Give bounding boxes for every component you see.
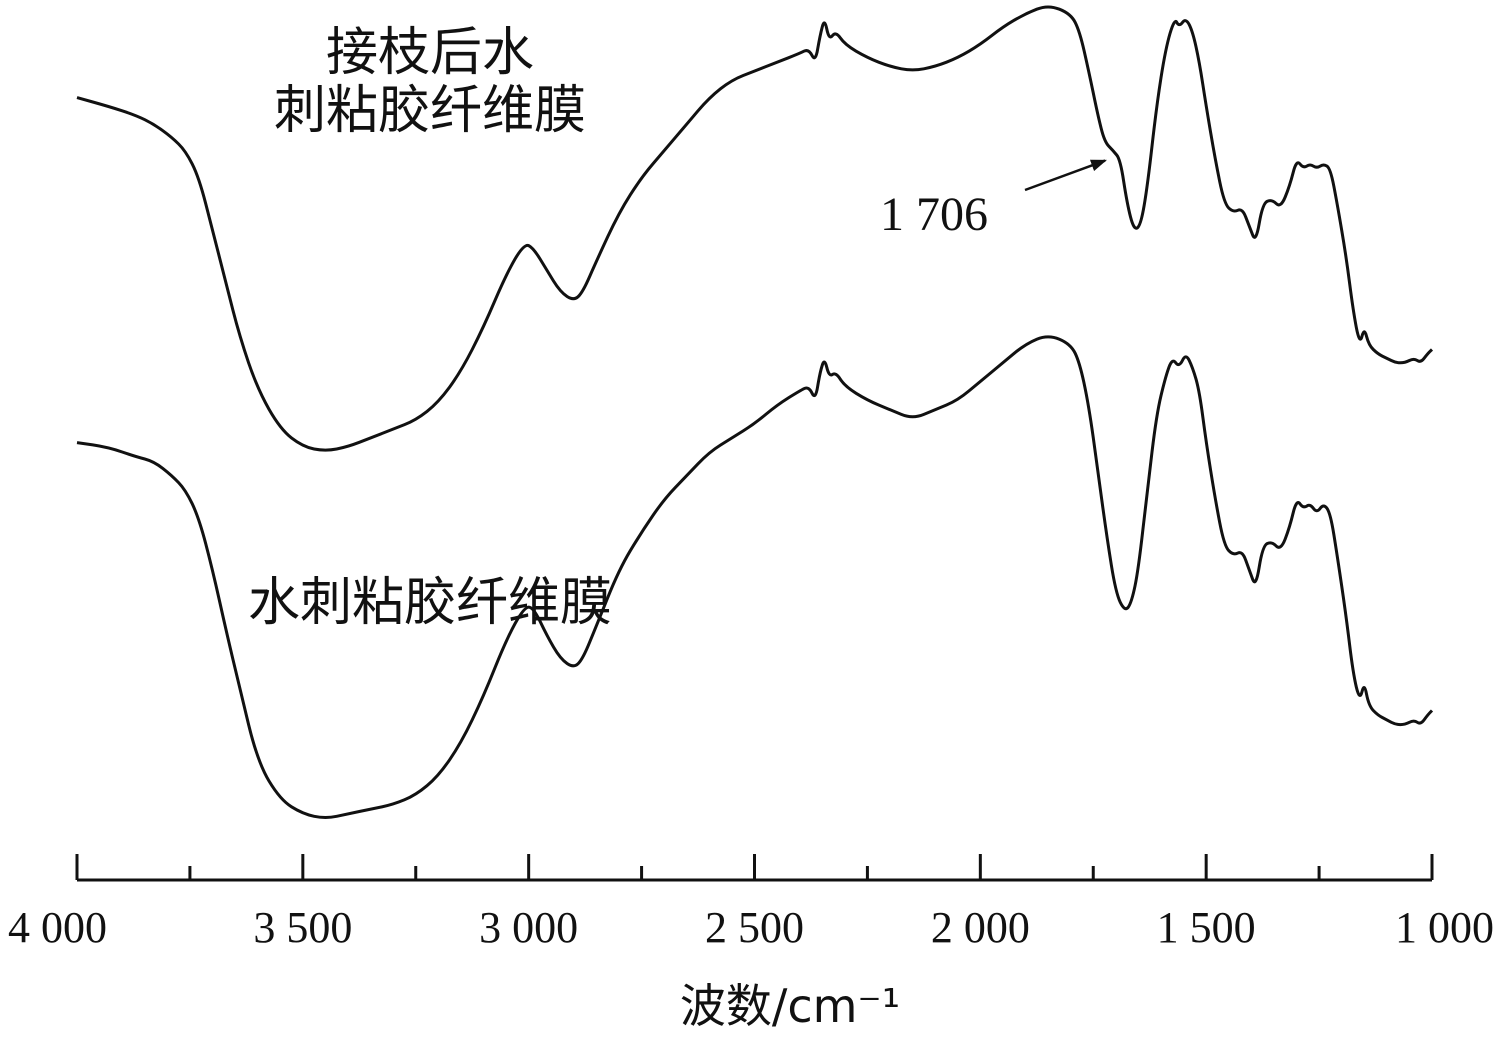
series-layer [76, 5, 1434, 819]
series-line-0 [76, 5, 1434, 452]
annotation-label: 1 706 [880, 188, 988, 241]
x-tick-label: 3 500 [253, 903, 352, 952]
series-line-1 [76, 335, 1434, 819]
x-tick-label: 3 000 [479, 903, 578, 952]
x-axis-ticks: 4 000 3 500 3 000 2 500 2 000 1 500 1 000 [8, 854, 1494, 952]
annotation-arrow [1024, 159, 1108, 192]
series-label-0: 接枝后水刺粘胶纤维膜 [274, 23, 586, 141]
x-tick-label: 1 500 [1157, 903, 1256, 952]
x-tick-label: 2 000 [931, 903, 1030, 952]
x-axis-label: 波数/cm⁻¹ [680, 979, 900, 1033]
x-tick-label: 4 000 [8, 903, 107, 952]
series-label-1: 水刺粘胶纤维膜 [248, 573, 612, 633]
annotations: 1 706 [880, 159, 1108, 241]
x-tick-label: 2 500 [705, 903, 804, 952]
x-tick-label: 1 000 [1395, 903, 1494, 952]
